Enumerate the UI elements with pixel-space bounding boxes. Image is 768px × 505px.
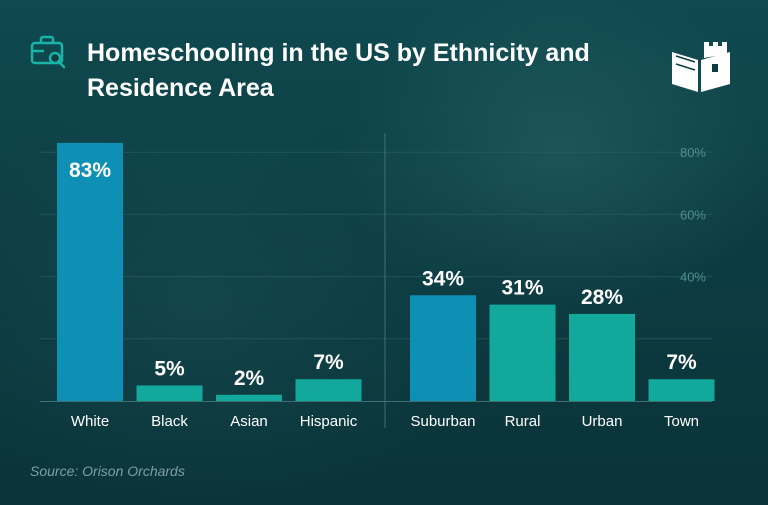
category-label: White [71, 413, 109, 430]
bar [136, 385, 203, 401]
y-tick-label: 40% [680, 270, 706, 285]
category-label: Black [151, 413, 188, 430]
bar [295, 379, 362, 401]
y-tick-label: 60% [680, 207, 706, 222]
data-label: 7% [313, 351, 344, 374]
bar [216, 394, 282, 401]
data-label: 7% [666, 351, 697, 374]
source-note: Source: Orison Orchards [30, 463, 185, 479]
data-label: 28% [581, 286, 623, 309]
briefcase-search-icon [30, 35, 66, 69]
data-label: 34% [422, 267, 464, 290]
bar [648, 379, 715, 401]
data-label: 83% [69, 159, 111, 182]
category-label: Rural [505, 413, 541, 430]
y-tick-label: 80% [680, 145, 706, 160]
page-title: Homeschooling in the US by Ethnicity and… [87, 39, 590, 102]
bar [569, 313, 635, 401]
bar [410, 295, 476, 401]
bar [57, 142, 123, 401]
category-label: Urban [582, 413, 623, 430]
bar [489, 304, 556, 401]
category-label: Asian [230, 413, 268, 430]
category-label: Town [664, 413, 699, 430]
category-label: Hispanic [300, 413, 358, 430]
data-label: 2% [234, 367, 265, 390]
book-castle-logo-icon [672, 42, 730, 92]
data-label: 31% [501, 277, 543, 300]
category-label: Suburban [410, 413, 475, 430]
data-label: 5% [154, 357, 185, 380]
